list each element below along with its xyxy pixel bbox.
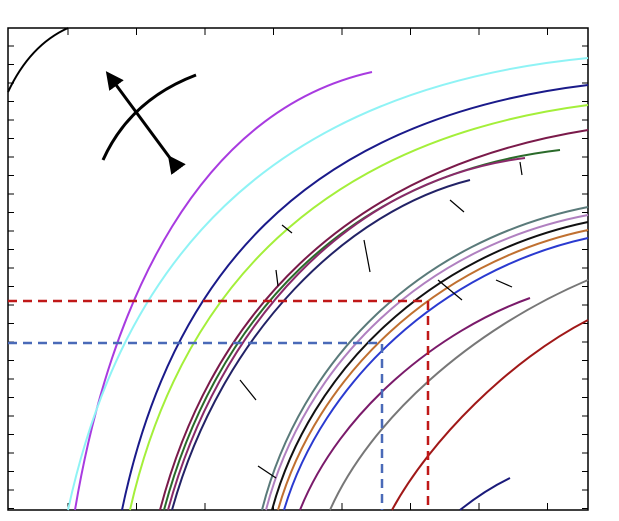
curve [167,157,526,511]
curve [299,297,531,511]
curve-tick [281,224,293,234]
curve [129,104,589,511]
curve-tick [239,379,257,401]
arc-symbol [101,73,197,161]
curve [391,319,589,511]
curve-tick [519,161,523,176]
curve-tick [437,279,463,301]
curve [261,206,589,511]
curve [265,214,589,511]
curve-tick [257,465,277,479]
curve [159,129,589,511]
curve [121,84,589,511]
plot-frame [7,27,589,511]
curve-tick [275,269,279,287]
arrow [105,71,186,175]
axis-ticks [8,28,588,510]
curve [171,179,471,511]
curve [329,279,589,511]
curve-tick [449,199,465,213]
dashed-guide [8,299,430,510]
dashed-guide [8,341,384,510]
curve [283,237,589,511]
curve-tick [363,239,371,273]
curve-tick [495,279,513,288]
curve [459,477,511,511]
curve [271,221,589,511]
curve [67,57,589,511]
curve [7,27,69,93]
curve [277,229,589,511]
curve [74,71,373,511]
